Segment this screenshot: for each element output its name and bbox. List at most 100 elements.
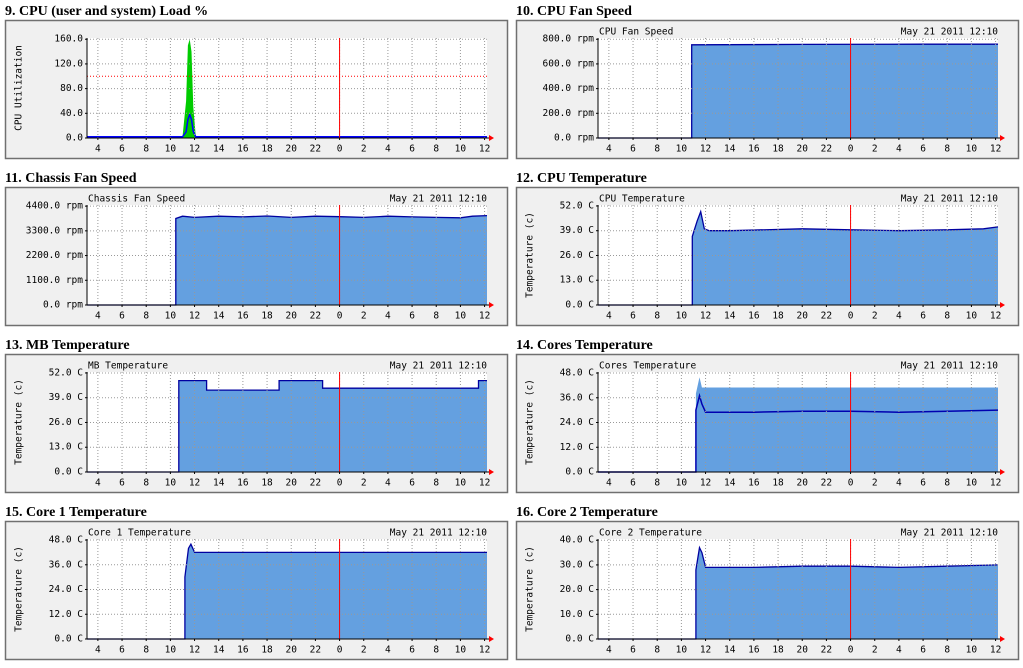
plot-header: Chassis Fan Speed [88, 194, 185, 205]
x-tick-label: 2 [872, 645, 878, 656]
chart-title: 11. Chassis Fan Speed [5, 171, 137, 186]
x-tick-label: 12 [700, 144, 711, 155]
line [87, 112, 487, 138]
x-tick-label: 14 [724, 478, 736, 489]
x-tick-label: 18 [261, 311, 273, 322]
x-tick-label: 6 [409, 311, 415, 322]
x-tick-label: 20 [286, 144, 298, 155]
area [598, 211, 998, 305]
chart-title: 10. CPU Fan Speed [516, 4, 632, 19]
y-tick-label: 0.0 C [54, 634, 83, 645]
y-axis-label: Temperature (c) [525, 546, 536, 632]
x-tick-label: 22 [310, 645, 321, 656]
x-tick-label: 10 [966, 478, 978, 489]
area [598, 44, 998, 139]
x-tick-label: 18 [772, 144, 784, 155]
x-tick-label: 22 [310, 478, 321, 489]
y-tick-label: 26.0 C [560, 250, 594, 261]
axis-arrow [1000, 302, 1005, 308]
x-tick-label: 16 [237, 311, 249, 322]
x-tick-label: 18 [772, 478, 784, 489]
x-tick-label: 22 [821, 645, 832, 656]
x-tick-label: 10 [455, 645, 467, 656]
x-tick-label: 6 [409, 645, 415, 656]
y-tick-label: 0.0 rpm [554, 133, 594, 144]
x-tick-label: 12 [189, 311, 200, 322]
y-axis-label: Temperature (c) [14, 379, 25, 465]
x-tick-label: 14 [213, 478, 225, 489]
x-tick-label: 10 [455, 478, 467, 489]
x-tick-label: 16 [748, 478, 760, 489]
x-tick-label: 4 [95, 144, 101, 155]
x-tick-label: 16 [237, 478, 249, 489]
x-tick-label: 12 [189, 645, 200, 656]
x-tick-label: 6 [920, 645, 926, 656]
x-tick-label: 0 [337, 311, 343, 322]
y-tick-label: 3300.0 rpm [26, 225, 83, 236]
x-tick-label: 14 [213, 144, 225, 155]
axis-arrow [489, 636, 494, 642]
x-tick-label: 8 [654, 478, 660, 489]
x-tick-label: 18 [261, 144, 273, 155]
x-tick-label: 0 [848, 144, 854, 155]
axis-arrow [489, 302, 494, 308]
area [87, 544, 487, 639]
line [598, 392, 999, 473]
x-tick-label: 4 [606, 144, 612, 155]
area-line [598, 545, 999, 640]
x-tick-label: 4 [606, 311, 612, 322]
y-tick-label: 80.0 [60, 83, 83, 94]
x-tick-label: 8 [143, 311, 149, 322]
x-tick-label: 6 [630, 311, 636, 322]
plot-date: May 21 2011 12:10 [901, 27, 999, 38]
y-tick-label: 10.0 C [560, 609, 594, 620]
x-tick-label: 4 [896, 645, 902, 656]
x-tick-label: 20 [286, 645, 298, 656]
x-tick-label: 2 [361, 478, 367, 489]
plot-header: MB Temperature [88, 361, 168, 372]
x-tick-label: 12 [990, 645, 1001, 656]
x-tick-label: 12 [700, 311, 711, 322]
y-tick-label: 36.0 C [49, 559, 83, 570]
x-tick-label: 22 [310, 311, 321, 322]
x-tick-label: 10 [966, 645, 978, 656]
x-tick-label: 20 [286, 311, 298, 322]
x-tick-label: 0 [337, 478, 343, 489]
x-tick-label: 4 [896, 478, 902, 489]
y-tick-label: 400.0 rpm [543, 83, 595, 94]
x-tick-label: 8 [654, 645, 660, 656]
area-line [87, 214, 488, 306]
x-tick-label: 4 [385, 144, 391, 155]
y-tick-label: 30.0 C [560, 559, 594, 570]
x-tick-label: 4 [896, 144, 902, 155]
x-tick-label: 4 [385, 478, 391, 489]
y-tick-label: 12.0 C [49, 609, 83, 620]
x-tick-label: 6 [920, 311, 926, 322]
x-tick-label: 2 [872, 144, 878, 155]
x-tick-label: 16 [748, 311, 760, 322]
x-tick-label: 18 [261, 478, 273, 489]
axis-arrow [1000, 469, 1005, 475]
x-tick-label: 12 [479, 478, 490, 489]
x-tick-label: 10 [165, 311, 177, 322]
x-tick-label: 10 [966, 311, 978, 322]
y-tick-label: 52.0 C [49, 367, 83, 378]
y-tick-label: 40.0 [60, 108, 83, 119]
x-tick-label: 8 [944, 478, 950, 489]
chart-title: 16. Core 2 Temperature [516, 505, 658, 520]
x-tick-label: 4 [896, 311, 902, 322]
plot-area [87, 38, 487, 138]
x-tick-label: 12 [479, 311, 490, 322]
x-tick-label: 10 [676, 478, 688, 489]
x-tick-label: 10 [676, 311, 688, 322]
y-tick-label: 800.0 rpm [543, 34, 595, 45]
x-tick-label: 4 [95, 645, 101, 656]
x-tick-label: 8 [433, 478, 439, 489]
x-tick-label: 22 [821, 144, 832, 155]
x-tick-label: 18 [772, 645, 784, 656]
x-tick-label: 2 [872, 478, 878, 489]
x-tick-label: 16 [237, 645, 249, 656]
y-tick-label: 26.0 C [49, 417, 83, 428]
x-tick-label: 6 [119, 311, 125, 322]
